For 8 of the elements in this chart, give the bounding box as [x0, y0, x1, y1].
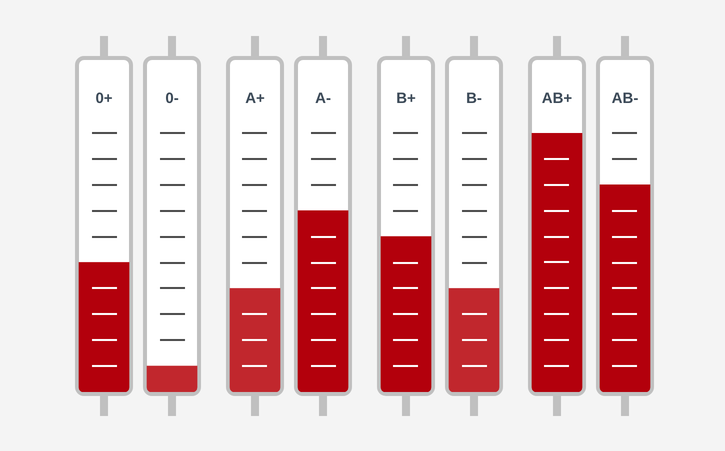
x-tick-label: A-: [315, 90, 331, 108]
x-tick-label: AB-: [612, 90, 638, 108]
x-tick-label: B+: [396, 90, 416, 108]
x-tick-label: A+: [245, 90, 266, 108]
x-tick-label: AB+: [542, 90, 572, 108]
x-tick-label: 0+: [95, 90, 113, 108]
x-tick-label: 0-: [165, 90, 179, 108]
x-tick-label: B-: [466, 90, 482, 108]
